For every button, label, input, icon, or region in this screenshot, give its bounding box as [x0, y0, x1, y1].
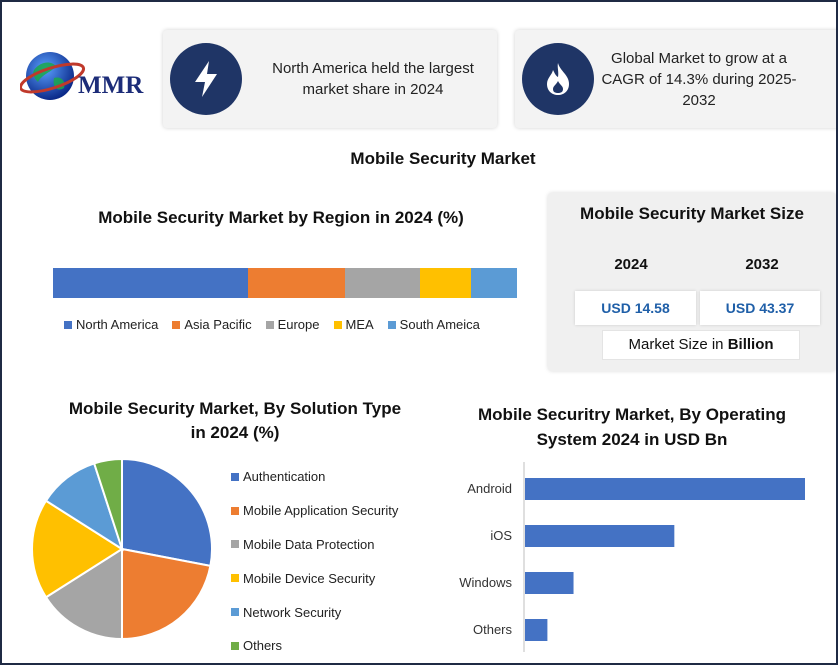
os-bar-windows: [525, 572, 574, 594]
solution-legend-item: Mobile Device Security: [231, 561, 398, 595]
solution-legend-item: Others: [231, 629, 398, 663]
market-size-value-2032: USD 43.37: [700, 291, 820, 325]
legend-swatch: [265, 320, 274, 329]
logo-text: MMR: [78, 72, 144, 99]
legend-swatch: [64, 320, 72, 329]
legend-swatch: [231, 608, 239, 617]
solution-legend-item: Network Security: [231, 595, 398, 629]
unit-note-prefix: Market Size in: [628, 336, 728, 353]
region-legend-item: South Ameica: [387, 317, 480, 332]
legend-label: South Ameica: [399, 317, 480, 332]
legend-swatch: [231, 540, 239, 549]
os-bar-ios: [525, 525, 675, 547]
solution-legend-item: Mobile Data Protection: [231, 528, 398, 562]
region-legend-item: Europe: [265, 317, 320, 332]
region-bar-segment-south-ameica: [470, 268, 517, 298]
legend-label: Others: [243, 638, 283, 654]
region-bar-segment-north-america: [53, 268, 248, 298]
market-size-year-2024: 2024: [614, 256, 648, 273]
legend-swatch: [387, 320, 396, 329]
highlight-text-region: North America held the largest market sh…: [272, 60, 474, 98]
region-legend: North America Asia Pacific Europe MEA South …: [64, 317, 480, 332]
legend-swatch: [333, 320, 342, 329]
pie-slice-mobile-application-security: [121, 547, 212, 641]
lightning-bolt-icon: [170, 43, 242, 115]
os-category-label: Windows: [459, 575, 512, 590]
os-category-label: Android: [467, 481, 512, 496]
legend-label: Authentication: [243, 469, 326, 485]
os-bar-android: [525, 478, 805, 500]
pie-slice-others: [92, 457, 123, 550]
os-bar-chart: Android iOS Windows Others: [459, 462, 805, 652]
legend-label: Network Security: [243, 604, 342, 620]
solution-legend-item: Mobile Application Security: [231, 494, 398, 528]
legend-label: MEA: [345, 317, 374, 332]
region-legend-item: Asia Pacific: [172, 317, 252, 332]
os-chart-title: Mobile Securitry Market, By Operating Sy…: [478, 405, 786, 449]
page-title: Mobile Security Market: [350, 149, 536, 168]
globe-icon: [18, 52, 86, 100]
mmr-logo: MMR: [18, 44, 150, 114]
market-size-unit-note: Market Size in Billion: [602, 330, 800, 360]
region-chart-title: Mobile Security Market by Region in 2024…: [98, 208, 464, 227]
market-size-year-2032: 2032: [745, 256, 779, 273]
os-bar-others: [525, 619, 548, 641]
region-bar-segment-mea: [419, 268, 471, 298]
legend-label: North America: [76, 317, 159, 332]
region-bar-segment-asia-pacific: [247, 268, 346, 298]
legend-swatch: [231, 506, 239, 515]
flame-icon: [522, 43, 594, 115]
pie-slice-mobile-data-protection: [44, 547, 123, 641]
legend-swatch: [231, 641, 239, 650]
os-category-label: Others: [473, 622, 513, 637]
market-size-value-2024: USD 14.58: [575, 291, 696, 325]
unit-note-bold: Billion: [727, 336, 774, 353]
solution-chart-title: Mobile Security Market, By Solution Type…: [68, 399, 402, 442]
region-bar-segment-europe: [345, 268, 420, 298]
market-size-title: Mobile Security Market Size: [580, 204, 804, 223]
solution-pie-chart: [31, 457, 213, 641]
highlight-card-cagr: Global Market to grow at a CAGR of 14.3%…: [515, 30, 836, 128]
legend-label: Mobile Device Security: [243, 570, 376, 586]
legend-label: Europe: [277, 317, 320, 332]
legend-swatch: [172, 320, 181, 329]
highlight-card-region: North America held the largest market sh…: [163, 30, 497, 128]
legend-label: Mobile Application Security: [243, 503, 399, 519]
highlight-text-cagr: Global Market to grow at a CAGR of 14.3%…: [601, 50, 797, 109]
region-legend-item: North America: [64, 317, 158, 332]
legend-swatch: [231, 574, 239, 583]
region-stacked-bar: [53, 268, 517, 298]
pie-slice-authentication: [121, 457, 213, 568]
solution-legend: Authentication Mobile Application Securit…: [231, 460, 398, 663]
os-category-label: iOS: [490, 528, 512, 543]
solution-legend-item: Authentication: [231, 460, 398, 494]
pie-slice-mobile-device-security: [31, 499, 124, 599]
legend-label: Asia Pacific: [184, 317, 252, 332]
legend-swatch: [231, 472, 239, 481]
region-legend-item: MEA: [333, 317, 374, 332]
legend-label: Mobile Data Protection: [243, 536, 375, 552]
